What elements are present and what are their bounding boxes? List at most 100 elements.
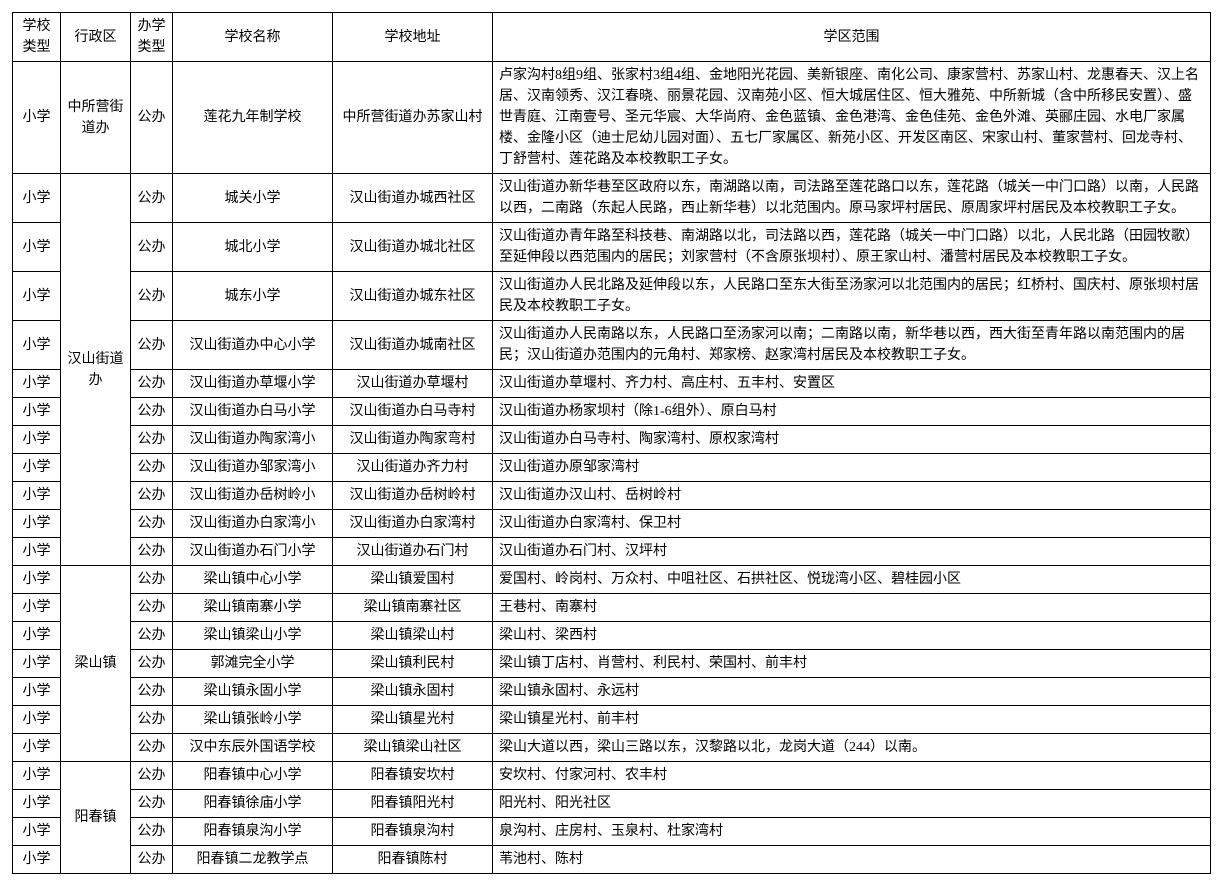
cell-school-name: 阳春镇中心小学 <box>173 762 333 790</box>
cell-scope: 梁山镇星光村、前丰村 <box>493 706 1211 734</box>
cell-scope: 汉山街道办白家湾村、保卫村 <box>493 510 1211 538</box>
cell-school-name: 莲花九年制学校 <box>173 62 333 174</box>
table-row: 小学 公办 阳春镇徐庙小学 阳春镇阳光村 阳光村、阳光社区 <box>13 790 1211 818</box>
cell-school-addr: 梁山镇爱国村 <box>333 566 493 594</box>
cell-admin-area: 汉山街道办 <box>61 174 131 566</box>
cell-scope: 汉山街道办青年路至科技巷、南湖路以北，司法路以西，莲花路（城关一中门口路）以北，… <box>493 223 1211 272</box>
cell-school-addr: 阳春镇陈村 <box>333 846 493 874</box>
cell-school-name: 汉山街道办白家湾小 <box>173 510 333 538</box>
table-row: 小学 公办 汉山街道办草堰小学 汉山街道办草堰村 汉山街道办草堰村、齐力村、高庄… <box>13 370 1211 398</box>
cell-school-addr: 阳春镇泉沟村 <box>333 818 493 846</box>
cell-run-type: 公办 <box>131 454 173 482</box>
cell-school-addr: 梁山镇星光村 <box>333 706 493 734</box>
cell-school-type: 小学 <box>13 272 61 321</box>
cell-school-type: 小学 <box>13 762 61 790</box>
cell-school-name: 阳春镇泉沟小学 <box>173 818 333 846</box>
cell-school-addr: 汉山街道办齐力村 <box>333 454 493 482</box>
cell-school-type: 小学 <box>13 321 61 370</box>
cell-run-type: 公办 <box>131 538 173 566</box>
cell-run-type: 公办 <box>131 321 173 370</box>
cell-school-type: 小学 <box>13 622 61 650</box>
header-school-addr: 学校地址 <box>333 13 493 62</box>
cell-scope: 汉山街道办汉山村、岳树岭村 <box>493 482 1211 510</box>
cell-scope: 汉山街道办杨家坝村（除1-6组外）、原白马村 <box>493 398 1211 426</box>
header-school-name: 学校名称 <box>173 13 333 62</box>
table-row: 小学 公办 汉山街道办中心小学 汉山街道办城南社区 汉山街道办人民南路以东，人民… <box>13 321 1211 370</box>
cell-run-type: 公办 <box>131 706 173 734</box>
table-row: 小学 公办 汉中东辰外国语学校 梁山镇梁山社区 梁山大道以西，梁山三路以东，汉黎… <box>13 734 1211 762</box>
cell-school-addr: 梁山镇南寨社区 <box>333 594 493 622</box>
cell-scope: 汉山街道办草堰村、齐力村、高庄村、五丰村、安置区 <box>493 370 1211 398</box>
cell-school-addr: 梁山镇利民村 <box>333 650 493 678</box>
cell-school-name: 城北小学 <box>173 223 333 272</box>
table-row: 小学 公办 梁山镇南寨小学 梁山镇南寨社区 王巷村、南寨村 <box>13 594 1211 622</box>
table-row: 小学 公办 阳春镇泉沟小学 阳春镇泉沟村 泉沟村、庄房村、玉泉村、杜家湾村 <box>13 818 1211 846</box>
cell-school-addr: 汉山街道办城北社区 <box>333 223 493 272</box>
table-row: 小学 公办 郭滩完全小学 梁山镇利民村 梁山镇丁店村、肖营村、利民村、荣国村、前… <box>13 650 1211 678</box>
cell-run-type: 公办 <box>131 62 173 174</box>
table-row: 小学 公办 梁山镇永固小学 梁山镇永固村 梁山镇永固村、永远村 <box>13 678 1211 706</box>
header-admin-area: 行政区 <box>61 13 131 62</box>
cell-school-addr: 梁山镇梁山村 <box>333 622 493 650</box>
cell-run-type: 公办 <box>131 650 173 678</box>
cell-run-type: 公办 <box>131 678 173 706</box>
cell-school-type: 小学 <box>13 174 61 223</box>
cell-scope: 苇池村、陈村 <box>493 846 1211 874</box>
cell-school-type: 小学 <box>13 223 61 272</box>
cell-school-type: 小学 <box>13 678 61 706</box>
cell-school-addr: 中所营街道办苏家山村 <box>333 62 493 174</box>
cell-school-type: 小学 <box>13 398 61 426</box>
cell-school-addr: 汉山街道办城西社区 <box>333 174 493 223</box>
cell-school-type: 小学 <box>13 370 61 398</box>
cell-school-addr: 汉山街道办城南社区 <box>333 321 493 370</box>
cell-run-type: 公办 <box>131 734 173 762</box>
cell-school-name: 城东小学 <box>173 272 333 321</box>
table-row: 小学 公办 汉山街道办邹家湾小 汉山街道办齐力村 汉山街道办原邹家湾村 <box>13 454 1211 482</box>
cell-scope: 梁山村、梁西村 <box>493 622 1211 650</box>
cell-school-type: 小学 <box>13 566 61 594</box>
cell-run-type: 公办 <box>131 272 173 321</box>
cell-run-type: 公办 <box>131 223 173 272</box>
cell-school-addr: 汉山街道办石门村 <box>333 538 493 566</box>
cell-admin-area: 阳春镇 <box>61 762 131 874</box>
cell-admin-area: 梁山镇 <box>61 566 131 762</box>
cell-scope: 梁山镇永固村、永远村 <box>493 678 1211 706</box>
cell-school-name: 梁山镇南寨小学 <box>173 594 333 622</box>
table-row: 小学 公办 梁山镇梁山小学 梁山镇梁山村 梁山村、梁西村 <box>13 622 1211 650</box>
cell-scope: 阳光村、阳光社区 <box>493 790 1211 818</box>
cell-school-type: 小学 <box>13 846 61 874</box>
cell-school-name: 梁山镇中心小学 <box>173 566 333 594</box>
table-row: 小学 公办 梁山镇张岭小学 梁山镇星光村 梁山镇星光村、前丰村 <box>13 706 1211 734</box>
cell-scope: 汉山街道办石门村、汉坪村 <box>493 538 1211 566</box>
cell-run-type: 公办 <box>131 790 173 818</box>
table-row: 小学 阳春镇 公办 阳春镇中心小学 阳春镇安坎村 安坎村、付家河村、农丰村 <box>13 762 1211 790</box>
cell-school-addr: 梁山镇梁山社区 <box>333 734 493 762</box>
cell-school-name: 城关小学 <box>173 174 333 223</box>
table-row: 小学 公办 汉山街道办陶家湾小 汉山街道办陶家弯村 汉山街道办白马寺村、陶家湾村… <box>13 426 1211 454</box>
cell-school-name: 汉山街道办邹家湾小 <box>173 454 333 482</box>
cell-school-name: 梁山镇张岭小学 <box>173 706 333 734</box>
table-row: 小学 公办 城东小学 汉山街道办城东社区 汉山街道办人民北路及延伸段以东，人民路… <box>13 272 1211 321</box>
cell-scope: 卢家沟村8组9组、张家村3组4组、金地阳光花园、美新银座、南化公司、康家营村、苏… <box>493 62 1211 174</box>
table-row: 小学 公办 汉山街道办白家湾小 汉山街道办白家湾村 汉山街道办白家湾村、保卫村 <box>13 510 1211 538</box>
cell-school-type: 小学 <box>13 790 61 818</box>
table-row: 小学 公办 汉山街道办岳树岭小 汉山街道办岳树岭村 汉山街道办汉山村、岳树岭村 <box>13 482 1211 510</box>
school-district-table: 学校类型 行政区 办学类型 学校名称 学校地址 学区范围 小学 中所营街道办 公… <box>12 12 1211 874</box>
cell-run-type: 公办 <box>131 622 173 650</box>
cell-school-addr: 梁山镇永固村 <box>333 678 493 706</box>
cell-school-name: 梁山镇永固小学 <box>173 678 333 706</box>
cell-school-type: 小学 <box>13 650 61 678</box>
header-school-type: 学校类型 <box>13 13 61 62</box>
cell-admin-area: 中所营街道办 <box>61 62 131 174</box>
cell-school-type: 小学 <box>13 62 61 174</box>
cell-school-type: 小学 <box>13 510 61 538</box>
cell-run-type: 公办 <box>131 174 173 223</box>
cell-scope: 汉山街道办白马寺村、陶家湾村、原权家湾村 <box>493 426 1211 454</box>
cell-scope: 汉山街道办人民南路以东，人民路口至汤家河以南；二南路以南，新华巷以西，西大街至青… <box>493 321 1211 370</box>
cell-run-type: 公办 <box>131 818 173 846</box>
table-row: 小学 汉山街道办 公办 城关小学 汉山街道办城西社区 汉山街道办新华巷至区政府以… <box>13 174 1211 223</box>
cell-scope: 梁山大道以西，梁山三路以东，汉黎路以北，龙岗大道（244）以南。 <box>493 734 1211 762</box>
cell-run-type: 公办 <box>131 510 173 538</box>
cell-run-type: 公办 <box>131 846 173 874</box>
cell-run-type: 公办 <box>131 398 173 426</box>
